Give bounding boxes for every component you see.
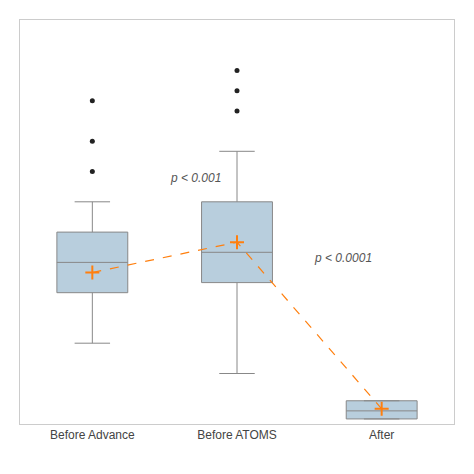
svg-text:p < 0.0001: p < 0.0001 (314, 251, 372, 265)
svg-text:After: After (369, 428, 394, 442)
svg-text:Before ATOMS: Before ATOMS (197, 428, 277, 442)
svg-text:p < 0.001: p < 0.001 (170, 171, 221, 185)
svg-text:Before Advance: Before Advance (50, 428, 135, 442)
